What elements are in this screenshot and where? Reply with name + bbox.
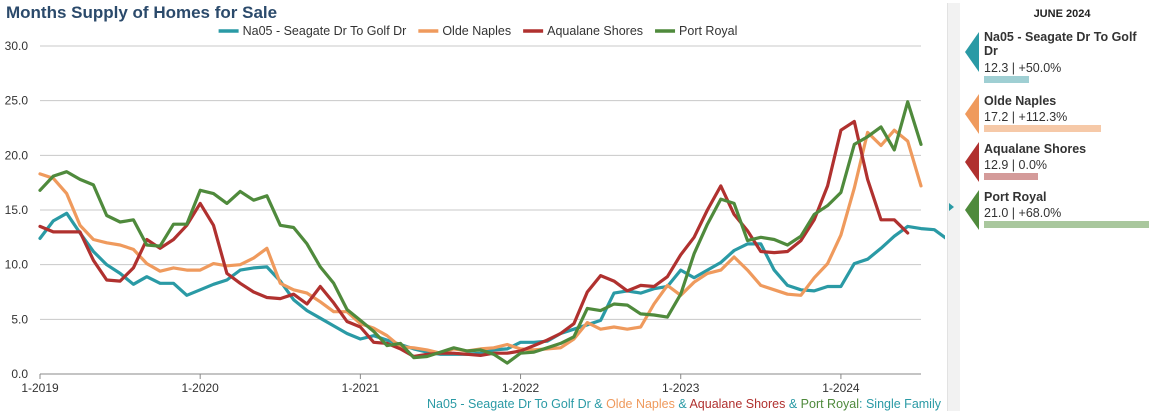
x-tick-label: 1-2024 bbox=[822, 381, 860, 395]
entry-arrow-icon bbox=[965, 94, 979, 134]
entry-bar bbox=[984, 173, 1038, 180]
y-tick-label: 0.0 bbox=[11, 367, 28, 381]
gridlines bbox=[40, 45, 921, 375]
panel-period: JUNE 2024 bbox=[1033, 8, 1091, 20]
legend-label: Olde Naples bbox=[442, 24, 511, 38]
x-tick-label: 1-2020 bbox=[181, 381, 219, 395]
footer-part: : Single Family bbox=[859, 397, 942, 411]
legend: Na05 - Seagate Dr To Golf Dr Olde Naples A… bbox=[218, 24, 737, 38]
entry-value: 12.3 | +50.0% bbox=[984, 61, 1062, 75]
footer-part: Olde Naples bbox=[606, 397, 675, 411]
entry-name: Olde Naples bbox=[984, 94, 1057, 108]
legend-item[interactable]: Olde Naples bbox=[418, 24, 511, 38]
entry-name: Aqualane Shores bbox=[984, 142, 1087, 156]
summary-panel: JUNE 2024 Na05 - Seagate Dr To Golf Dr 1… bbox=[962, 0, 1149, 415]
y-tick-label: 5.0 bbox=[11, 312, 28, 326]
footer-part: & bbox=[675, 397, 690, 411]
footer-part: Aqualane Shores bbox=[689, 397, 785, 411]
legend-item[interactable]: Port Royal bbox=[655, 24, 737, 38]
legend-label: Aqualane Shores bbox=[547, 24, 643, 38]
y-tick-label: 30.0 bbox=[5, 39, 29, 53]
entry-value: 12.9 | 0.0% bbox=[984, 158, 1048, 172]
y-tick-label: 20.0 bbox=[5, 148, 29, 162]
footer-part: & bbox=[591, 397, 606, 411]
x-axis: 1-2019 1-2020 1-2021 1-2022 1-2023 1-2024 bbox=[21, 374, 860, 395]
entry-name: Port Royal bbox=[984, 190, 1047, 204]
legend-item[interactable]: Na05 - Seagate Dr To Golf Dr bbox=[218, 24, 407, 38]
footer-part: & bbox=[785, 397, 800, 411]
entry-arrow-icon bbox=[965, 190, 979, 230]
entry-arrow-icon bbox=[965, 32, 979, 72]
entry-value: 17.2 | +112.3% bbox=[984, 110, 1068, 124]
footer-part: Na05 - Seagate Dr To Golf Dr bbox=[427, 397, 591, 411]
legend-item[interactable]: Aqualane Shores bbox=[523, 24, 643, 38]
entry-name: Na05 - Seagate Dr To Golf Dr bbox=[984, 30, 1137, 58]
legend-label: Port Royal bbox=[679, 24, 737, 38]
x-tick-label: 1-2022 bbox=[502, 381, 540, 395]
series-line[interactable] bbox=[38, 119, 910, 359]
series-line[interactable] bbox=[38, 211, 945, 356]
y-tick-label: 10.0 bbox=[5, 258, 29, 272]
entry-bar bbox=[984, 125, 1101, 132]
y-tick-label: 15.0 bbox=[5, 203, 29, 217]
footer-part: Port Royal bbox=[801, 397, 859, 411]
series-line[interactable] bbox=[38, 100, 923, 365]
entry-arrow-icon bbox=[965, 142, 979, 182]
chart-footer: Na05 - Seagate Dr To Golf Dr & Olde Napl… bbox=[427, 397, 942, 411]
panel-toggle-icon[interactable] bbox=[949, 203, 954, 211]
months-supply-chart: Na05 - Seagate Dr To Golf Dr Olde Naples A… bbox=[5, 24, 945, 411]
chart-title: Months Supply of Homes for Sale bbox=[6, 3, 278, 22]
series-lines bbox=[38, 100, 945, 365]
x-tick-label: 1-2019 bbox=[21, 381, 59, 395]
legend-label: Na05 - Seagate Dr To Golf Dr bbox=[243, 24, 407, 38]
entry-bar bbox=[984, 221, 1149, 228]
x-tick-label: 1-2023 bbox=[662, 381, 700, 395]
x-tick-label: 1-2021 bbox=[342, 381, 380, 395]
y-axis: 0.0 5.0 10.0 15.0 20.0 25.0 30.0 bbox=[5, 39, 29, 381]
entry-value: 21.0 | +68.0% bbox=[984, 206, 1062, 220]
y-tick-label: 25.0 bbox=[5, 94, 29, 108]
entry-bar bbox=[984, 76, 1029, 83]
